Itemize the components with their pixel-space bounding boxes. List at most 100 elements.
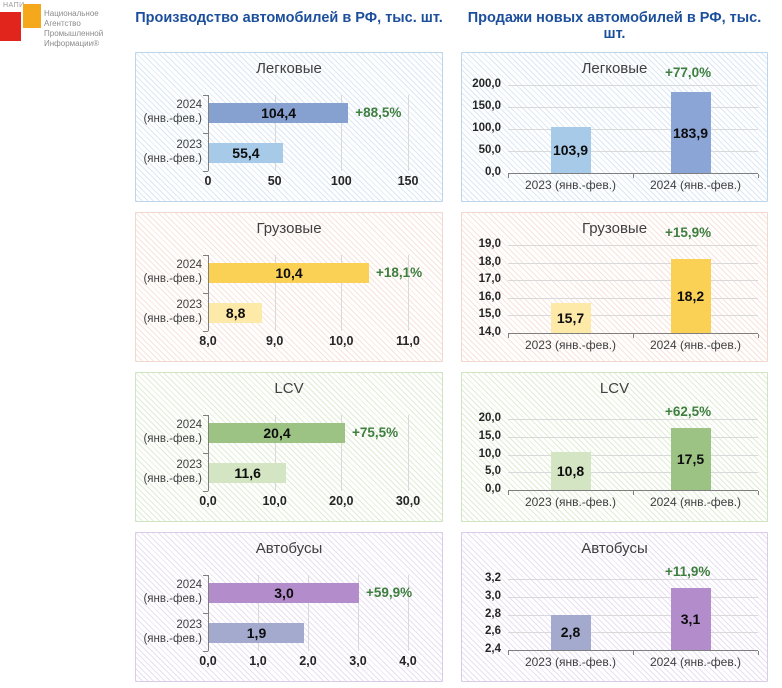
bar: 20,4: [209, 423, 345, 443]
gridline: [408, 95, 409, 171]
category-axis-tick: [203, 331, 208, 332]
gridline: [508, 454, 758, 456]
chart-title: LCV: [274, 380, 304, 397]
category-axis-tick: [203, 613, 208, 614]
bar: 183,9: [670, 92, 711, 173]
y-axis-tick-label: 2,8: [485, 607, 501, 620]
x-axis-tick: [508, 334, 509, 338]
category-axis-tick: [203, 453, 208, 454]
chart-card-sales-avtobusy: Автобусы 2,4 2,6 2,8 3,0 3,2 2,8 2023 (янв.-фе…: [461, 532, 768, 682]
logo-name-line: Информации®: [44, 39, 100, 48]
category-label: 2024 (янв.-фев.): [649, 655, 742, 669]
category-axis-tick: [203, 575, 208, 576]
gridline: [341, 95, 343, 171]
category-label: 2024 (янв.-фев.): [649, 338, 742, 352]
x-axis-tick: [508, 491, 509, 495]
x-axis-tick: [633, 491, 634, 495]
growth-label: +88,5%: [355, 105, 402, 120]
x-axis-tick-label: 30,0: [395, 494, 421, 508]
logo-orange-square-icon: [23, 4, 41, 28]
gridline: [508, 245, 758, 246]
gridline: [508, 596, 758, 598]
category-label: 2024 (янв.-фев.): [649, 495, 742, 509]
category-axis-tick: [203, 255, 208, 256]
y-axis-tick-label: 15,0: [478, 429, 501, 442]
category-label: 2023 (янв.-фев.): [143, 459, 202, 485]
gridline: [274, 95, 276, 171]
x-axis-tick: [508, 174, 509, 178]
y-axis-tick-label: 20,0: [478, 412, 501, 424]
category-axis-tick: [203, 415, 208, 416]
category-axis-tick: [203, 95, 208, 96]
category-axis-line: [208, 415, 209, 491]
growth-label: +18,1%: [376, 265, 423, 280]
logo-name-line: Агентство: [44, 19, 81, 28]
chart-card-production-lcv: LCV 0,0 10,0 20,0 30,0 20,4 2024 (янв.-фев.) 11…: [135, 372, 443, 522]
chart-title: LCV: [599, 380, 630, 397]
x-axis-tick: [508, 651, 509, 655]
x-axis-tick-label: 10,0: [262, 494, 287, 508]
logo-name: Национальное Агентство Промышленной Инфо…: [44, 9, 103, 49]
bar: 8,8: [209, 303, 263, 323]
gridline: [508, 632, 758, 634]
x-axis-line: [508, 173, 758, 174]
category-label: 2024 (янв.-фев.): [649, 178, 742, 192]
x-axis-tick-label: 3,0: [349, 654, 367, 668]
y-axis-tick-label: 200,0: [472, 78, 501, 90]
category-label: 2024 (янв.-фев.): [143, 259, 202, 285]
chart-title: Автобусы: [581, 540, 648, 557]
category-label: 2023 (янв.-фев.): [524, 178, 617, 192]
y-axis-tick-label: 16,0: [478, 290, 501, 303]
gridline: [508, 129, 758, 130]
gridline: [274, 255, 276, 331]
x-axis-tick-label: 150: [397, 174, 419, 188]
bar: 11,6: [209, 463, 287, 483]
gridline: [341, 415, 343, 491]
gridline: [258, 575, 259, 651]
gridline: [508, 107, 758, 108]
y-axis-tick-label: 17,0: [478, 273, 501, 286]
gridline: [508, 614, 758, 616]
category-label: 2024 (янв.-фев.): [143, 419, 202, 445]
gridline: [308, 575, 309, 651]
growth-label: +75,5%: [352, 425, 399, 440]
gridline: [408, 415, 409, 491]
category-label: 2023 (янв.-фев.): [143, 299, 202, 325]
chart-title: Легковые: [256, 60, 322, 77]
chart-card-production-avtobusy: Автобусы 0,0 1,0 2,0 3,0 4,0 3,0 2024 (янв.-фев…: [135, 532, 443, 682]
x-axis-tick-label: 20,0: [329, 494, 354, 508]
category-axis-tick: [203, 651, 208, 652]
category-label: 2024 (янв.-фев.): [143, 579, 202, 605]
y-axis-tick-label: 19,0: [478, 238, 501, 250]
y-axis-tick-label: 3,2: [485, 572, 501, 584]
y-axis-tick-label: 100,0: [472, 122, 501, 134]
y-axis-tick-label: 50,0: [478, 144, 501, 156]
gridline: [508, 472, 758, 474]
x-axis-tick: [633, 334, 634, 338]
chart-card-sales-gruzovye: Грузовые 14,0 15,0 16,0 17,0 18,0 19,0 15,7 202…: [461, 212, 768, 362]
x-axis-tick: [758, 174, 759, 178]
bar: 55,4: [209, 143, 283, 163]
category-label: 2023 (янв.-фев.): [143, 619, 202, 645]
x-axis-tick-label: 0,0: [199, 654, 217, 668]
x-axis-tick-label: 9,0: [265, 334, 284, 348]
y-axis-tick-label: 14,0: [478, 326, 501, 338]
growth-label: +11,9%: [665, 564, 711, 579]
chart-title: Автобусы: [255, 540, 323, 557]
x-axis-tick: [758, 651, 759, 655]
gridline: [341, 255, 343, 331]
gridline: [508, 151, 758, 152]
bar: 3,0: [209, 583, 359, 603]
category-label: 2023 (янв.-фев.): [143, 139, 202, 165]
production-column-header: Производство автомобилей в РФ, тыс. шт.: [135, 10, 443, 26]
x-axis-tick-label: 100: [330, 174, 352, 188]
bar: 17,5: [670, 427, 711, 490]
x-axis-line: [508, 490, 758, 491]
x-axis-tick-label: 11,0: [396, 334, 420, 348]
gridline: [408, 575, 409, 651]
growth-label: +77,0%: [665, 65, 712, 80]
logo-red-square-icon: [0, 12, 21, 41]
x-axis-tick: [633, 651, 634, 655]
bar: 104,4: [209, 103, 349, 123]
